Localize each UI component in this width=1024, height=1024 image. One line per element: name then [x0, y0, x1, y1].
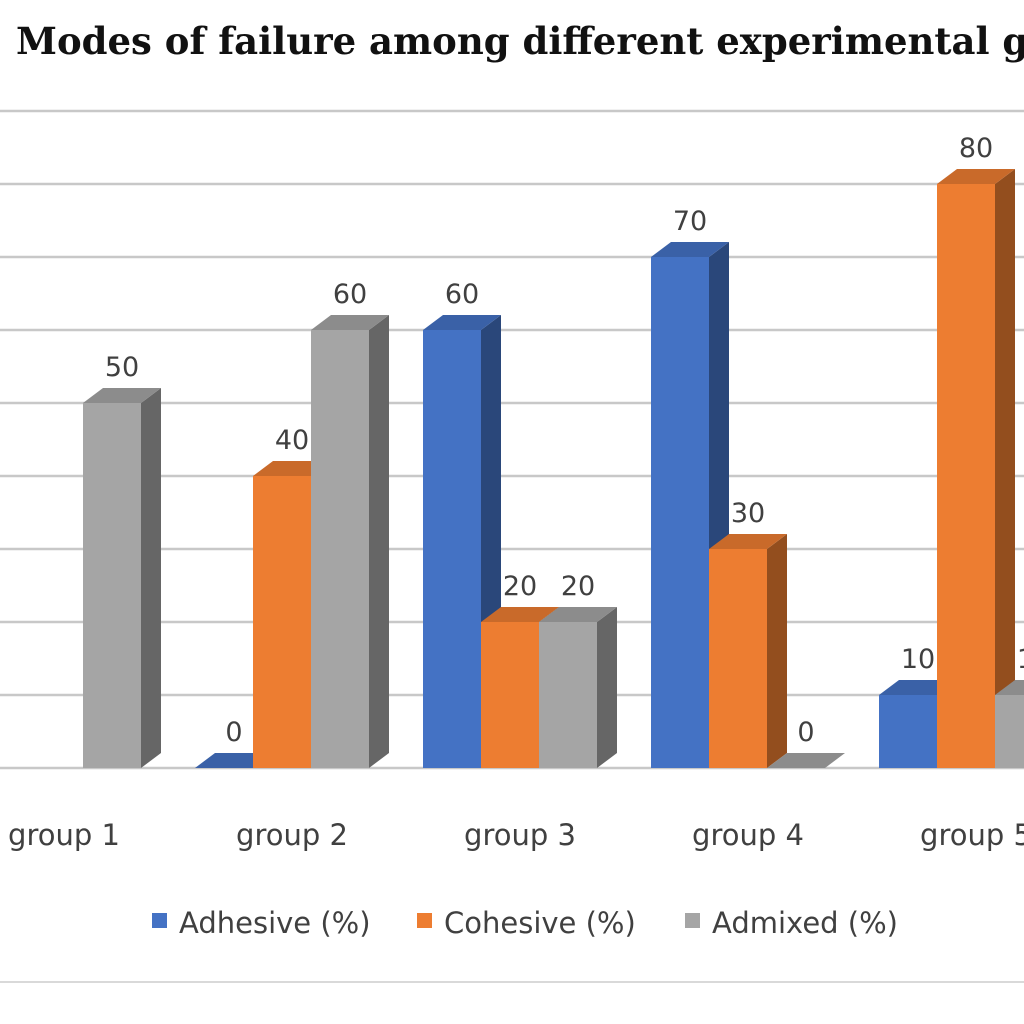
bar: [311, 315, 389, 768]
bar: [767, 753, 845, 768]
data-label: 0: [225, 717, 242, 748]
data-label: 70: [673, 206, 707, 237]
chart-title: Modes of failure among different experim…: [16, 19, 1024, 63]
x-tick-label: group 3: [464, 818, 576, 852]
x-tick-label: group 4: [692, 818, 804, 852]
data-label: 50: [105, 352, 139, 383]
bar-side: [597, 607, 617, 768]
bar-front: [709, 549, 767, 768]
bars: [83, 169, 1024, 768]
bar-top: [311, 315, 389, 330]
data-label: 60: [333, 279, 367, 310]
data-label: 60: [445, 279, 479, 310]
bar: [83, 388, 161, 768]
data-labels: 50040606020207030010801070: [105, 133, 1024, 748]
bar-front: [311, 330, 369, 768]
data-label: 30: [731, 498, 765, 529]
bar: [539, 607, 617, 768]
bar: [937, 169, 1015, 768]
bar-side: [369, 315, 389, 768]
legend: Adhesive (%) Cohesive (%) Admixed (%): [152, 906, 898, 940]
bar-side: [141, 388, 161, 768]
bar-side: [995, 169, 1015, 768]
legend-swatch: [417, 913, 432, 928]
legend-swatch: [685, 913, 700, 928]
legend-label: Cohesive (%): [444, 906, 636, 940]
data-label: 10: [1017, 644, 1024, 675]
bar-front: [995, 695, 1024, 768]
data-label: 40: [275, 425, 309, 456]
legend-swatch: [152, 913, 167, 928]
legend-label: Adhesive (%): [179, 906, 371, 940]
bar-front: [937, 184, 995, 768]
bar-top: [651, 242, 729, 257]
bar: [709, 534, 787, 768]
bar: [995, 680, 1024, 768]
bar-front: [539, 622, 597, 768]
bar-top: [83, 388, 161, 403]
bar-top: [709, 534, 787, 549]
bar-front: [423, 330, 481, 768]
data-label: 20: [561, 571, 595, 602]
bar-front: [879, 695, 937, 768]
legend-label: Admixed (%): [712, 906, 898, 940]
legend-item: Admixed (%): [685, 906, 898, 940]
bar-front: [253, 476, 311, 768]
bar-top: [423, 315, 501, 330]
bar-front: [83, 403, 141, 768]
bar-top: [767, 753, 845, 768]
data-label: 80: [959, 133, 993, 164]
bar-front: [481, 622, 539, 768]
data-label: 10: [901, 644, 935, 675]
bar-top: [481, 607, 559, 622]
legend-item: Cohesive (%): [417, 906, 636, 940]
bar-front: [651, 257, 709, 768]
legend-item: Adhesive (%): [152, 906, 371, 940]
data-label: 0: [797, 717, 814, 748]
x-tick-label: group 1: [8, 818, 120, 852]
bar-top: [995, 680, 1024, 695]
x-tick-label: group 5: [920, 818, 1024, 852]
bar-top: [937, 169, 1015, 184]
bar-side: [767, 534, 787, 768]
x-tick-label: group 2: [236, 818, 348, 852]
data-label: 20: [503, 571, 537, 602]
bar-top: [539, 607, 617, 622]
